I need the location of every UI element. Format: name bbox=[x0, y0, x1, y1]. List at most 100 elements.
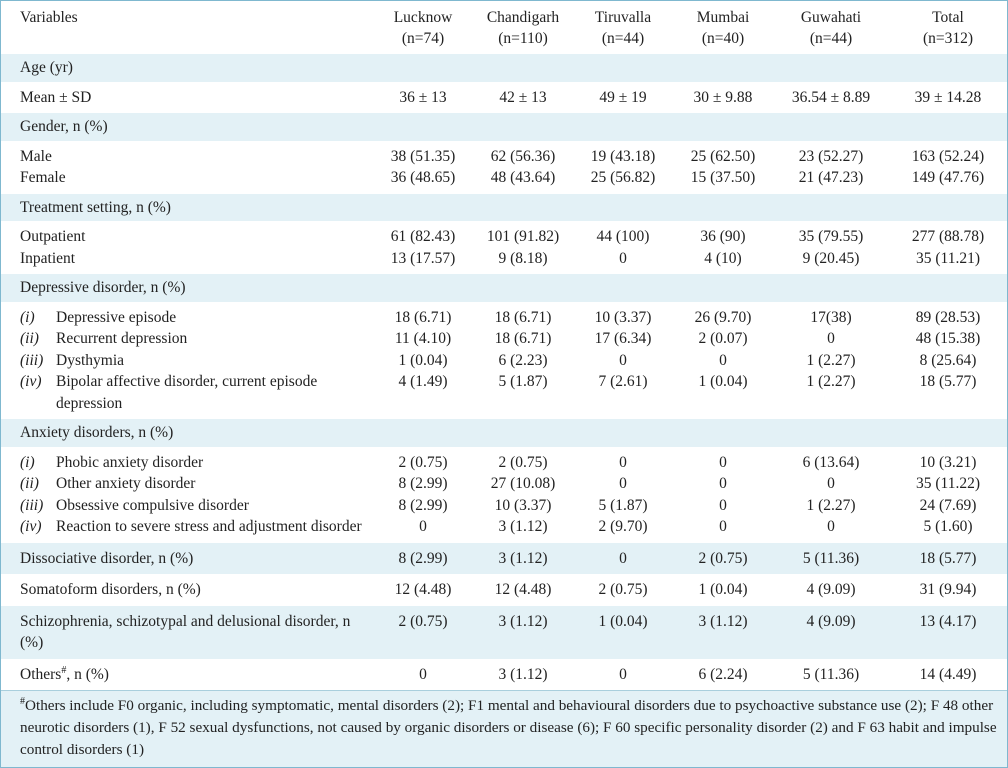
cell: 4 (1.49) bbox=[373, 371, 473, 419]
header-col-mumbai: Mumbai (n=40) bbox=[673, 1, 773, 54]
cell: 277 (88.78) bbox=[889, 221, 1007, 248]
row-label: Dissociative disorder, n (%) bbox=[1, 542, 373, 574]
cell: 2 (0.75) bbox=[373, 605, 473, 659]
row-label-text: Bipolar affective disorder, current epis… bbox=[56, 373, 318, 412]
cell: 4 (9.09) bbox=[773, 574, 889, 606]
row-label: Mean ± SD bbox=[1, 81, 373, 113]
cell: 13 (4.17) bbox=[889, 605, 1007, 659]
table-row: Mean ± SD 36 ± 13 42 ± 13 49 ± 19 30 ± 9… bbox=[1, 81, 1007, 113]
section-title: Treatment setting, n (%) bbox=[1, 193, 1007, 221]
cell: 12 (4.48) bbox=[473, 574, 573, 606]
cell: 4 (9.09) bbox=[773, 605, 889, 659]
cell: 0 bbox=[573, 349, 673, 371]
cell: 61 (82.43) bbox=[373, 221, 473, 248]
header-col-tiruvalla: Tiruvalla (n=44) bbox=[573, 1, 673, 54]
row-label-text: Reaction to severe stress and adjustment… bbox=[56, 518, 362, 535]
cell: 49 ± 19 bbox=[573, 81, 673, 113]
cell: 18 (5.77) bbox=[889, 371, 1007, 419]
table-row: Schizophrenia, schizotypal and delusiona… bbox=[1, 605, 1007, 659]
row-label: (iii) Obsessive compulsive disorder bbox=[1, 494, 373, 516]
header-col-lucknow: Lucknow (n=74) bbox=[373, 1, 473, 54]
cell: 35 (79.55) bbox=[773, 221, 889, 248]
cell: 17(38) bbox=[773, 301, 889, 328]
cell: 6 (2.24) bbox=[673, 658, 773, 690]
cell: 2 (0.75) bbox=[673, 542, 773, 574]
table-row: (i) Phobic anxiety disorder 2 (0.75) 2 (0… bbox=[1, 446, 1007, 473]
row-label-text: Obsessive compulsive disorder bbox=[56, 496, 249, 514]
footnote-text: Others include F0 organic, including sym… bbox=[20, 697, 997, 758]
cell: 4 (10) bbox=[673, 247, 773, 274]
row-label-text: Phobic anxiety disorder bbox=[56, 453, 204, 471]
table-row: Somatoform disorders, n (%) 12 (4.48) 12… bbox=[1, 574, 1007, 606]
cell: 0 bbox=[773, 473, 889, 495]
row-label-text: Dysthymia bbox=[56, 351, 125, 369]
cell: 3 (1.12) bbox=[473, 658, 573, 690]
cell: 18 (6.71) bbox=[373, 301, 473, 328]
cell: 0 bbox=[573, 542, 673, 574]
cell: 36 ± 13 bbox=[373, 81, 473, 113]
cell: 36.54 ± 8.89 bbox=[773, 81, 889, 113]
table-row: (iv) Reaction to severe stress and adjust… bbox=[1, 516, 1007, 543]
row-label: (iv) Reaction to severe stress and adjust… bbox=[1, 516, 373, 543]
cell: 5 (1.87) bbox=[573, 494, 673, 516]
roman-numeral: (ii) bbox=[20, 330, 39, 347]
row-label: (ii) Other anxiety disorder bbox=[1, 473, 373, 495]
cell: 1 (2.27) bbox=[773, 349, 889, 371]
row-label: Male bbox=[1, 140, 373, 167]
roman-numeral: (i) bbox=[20, 308, 35, 326]
cell: 3 (1.12) bbox=[473, 605, 573, 659]
cell: 1 (2.27) bbox=[773, 371, 889, 419]
cell: 12 (4.48) bbox=[373, 574, 473, 606]
cell: 2 (0.75) bbox=[473, 446, 573, 473]
roman-numeral: (i) bbox=[20, 453, 35, 471]
cell: 0 bbox=[573, 446, 673, 473]
header-variables: Variables bbox=[1, 1, 373, 54]
cell: 13 (17.57) bbox=[373, 247, 473, 274]
cell: 19 (43.18) bbox=[573, 140, 673, 167]
cell: 8 (25.64) bbox=[889, 349, 1007, 371]
cell: 0 bbox=[373, 658, 473, 690]
cell: 17 (6.34) bbox=[573, 328, 673, 350]
cell: 163 (52.24) bbox=[889, 140, 1007, 167]
cell: 23 (52.27) bbox=[773, 140, 889, 167]
cell: 38 (51.35) bbox=[373, 140, 473, 167]
cell: 0 bbox=[673, 494, 773, 516]
cell: 21 (47.23) bbox=[773, 167, 889, 194]
cell: 36 (90) bbox=[673, 221, 773, 248]
cell: 1 (0.04) bbox=[673, 371, 773, 419]
row-label: Somatoform disorders, n (%) bbox=[1, 574, 373, 606]
row-label-text: Other anxiety disorder bbox=[56, 475, 196, 492]
table-row: (iii) Dysthymia 1 (0.04) 6 (2.23) 0 0 1 (… bbox=[1, 349, 1007, 371]
cell: 0 bbox=[373, 516, 473, 543]
table-row: (iii) Obsessive compulsive disorder 8 (2.… bbox=[1, 494, 1007, 516]
header-col-guwahati: Guwahati (n=44) bbox=[773, 1, 889, 54]
row-label-text: Depressive episode bbox=[56, 308, 177, 326]
cell: 8 (2.99) bbox=[373, 473, 473, 495]
cell: 0 bbox=[573, 473, 673, 495]
cell: 10 (3.37) bbox=[473, 494, 573, 516]
header-col-total: Total (n=312) bbox=[889, 1, 1007, 54]
table-row: Male 38 (51.35) 62 (56.36) 19 (43.18) 25… bbox=[1, 140, 1007, 167]
cell: 3 (1.12) bbox=[473, 516, 573, 543]
cell: 14 (4.49) bbox=[889, 658, 1007, 690]
row-label: Outpatient bbox=[1, 221, 373, 248]
cell: 101 (91.82) bbox=[473, 221, 573, 248]
cell: 18 (5.77) bbox=[889, 542, 1007, 574]
cell: 10 (3.21) bbox=[889, 446, 1007, 473]
cell: 9 (20.45) bbox=[773, 247, 889, 274]
cell: 2 (0.75) bbox=[373, 446, 473, 473]
table-row: Others#, n (%) 0 3 (1.12) 0 6 (2.24) 5 (… bbox=[1, 658, 1007, 690]
cell: 2 (0.07) bbox=[673, 328, 773, 350]
table-footnote: #Others include F0 organic, including sy… bbox=[1, 690, 1007, 767]
cell: 15 (37.50) bbox=[673, 167, 773, 194]
table-row: Inpatient 13 (17.57) 9 (8.18) 0 4 (10) 9… bbox=[1, 247, 1007, 274]
table-row: Female 36 (48.65) 48 (43.64) 25 (56.82) … bbox=[1, 167, 1007, 194]
row-label-text: Recurrent depression bbox=[56, 330, 188, 347]
cell: 2 (9.70) bbox=[573, 516, 673, 543]
cell: 149 (47.76) bbox=[889, 167, 1007, 194]
section-title: Age (yr) bbox=[1, 54, 1007, 82]
cell: 48 (43.64) bbox=[473, 167, 573, 194]
cell: 26 (9.70) bbox=[673, 301, 773, 328]
cell: 1 (2.27) bbox=[773, 494, 889, 516]
roman-numeral: (iv) bbox=[20, 518, 42, 535]
